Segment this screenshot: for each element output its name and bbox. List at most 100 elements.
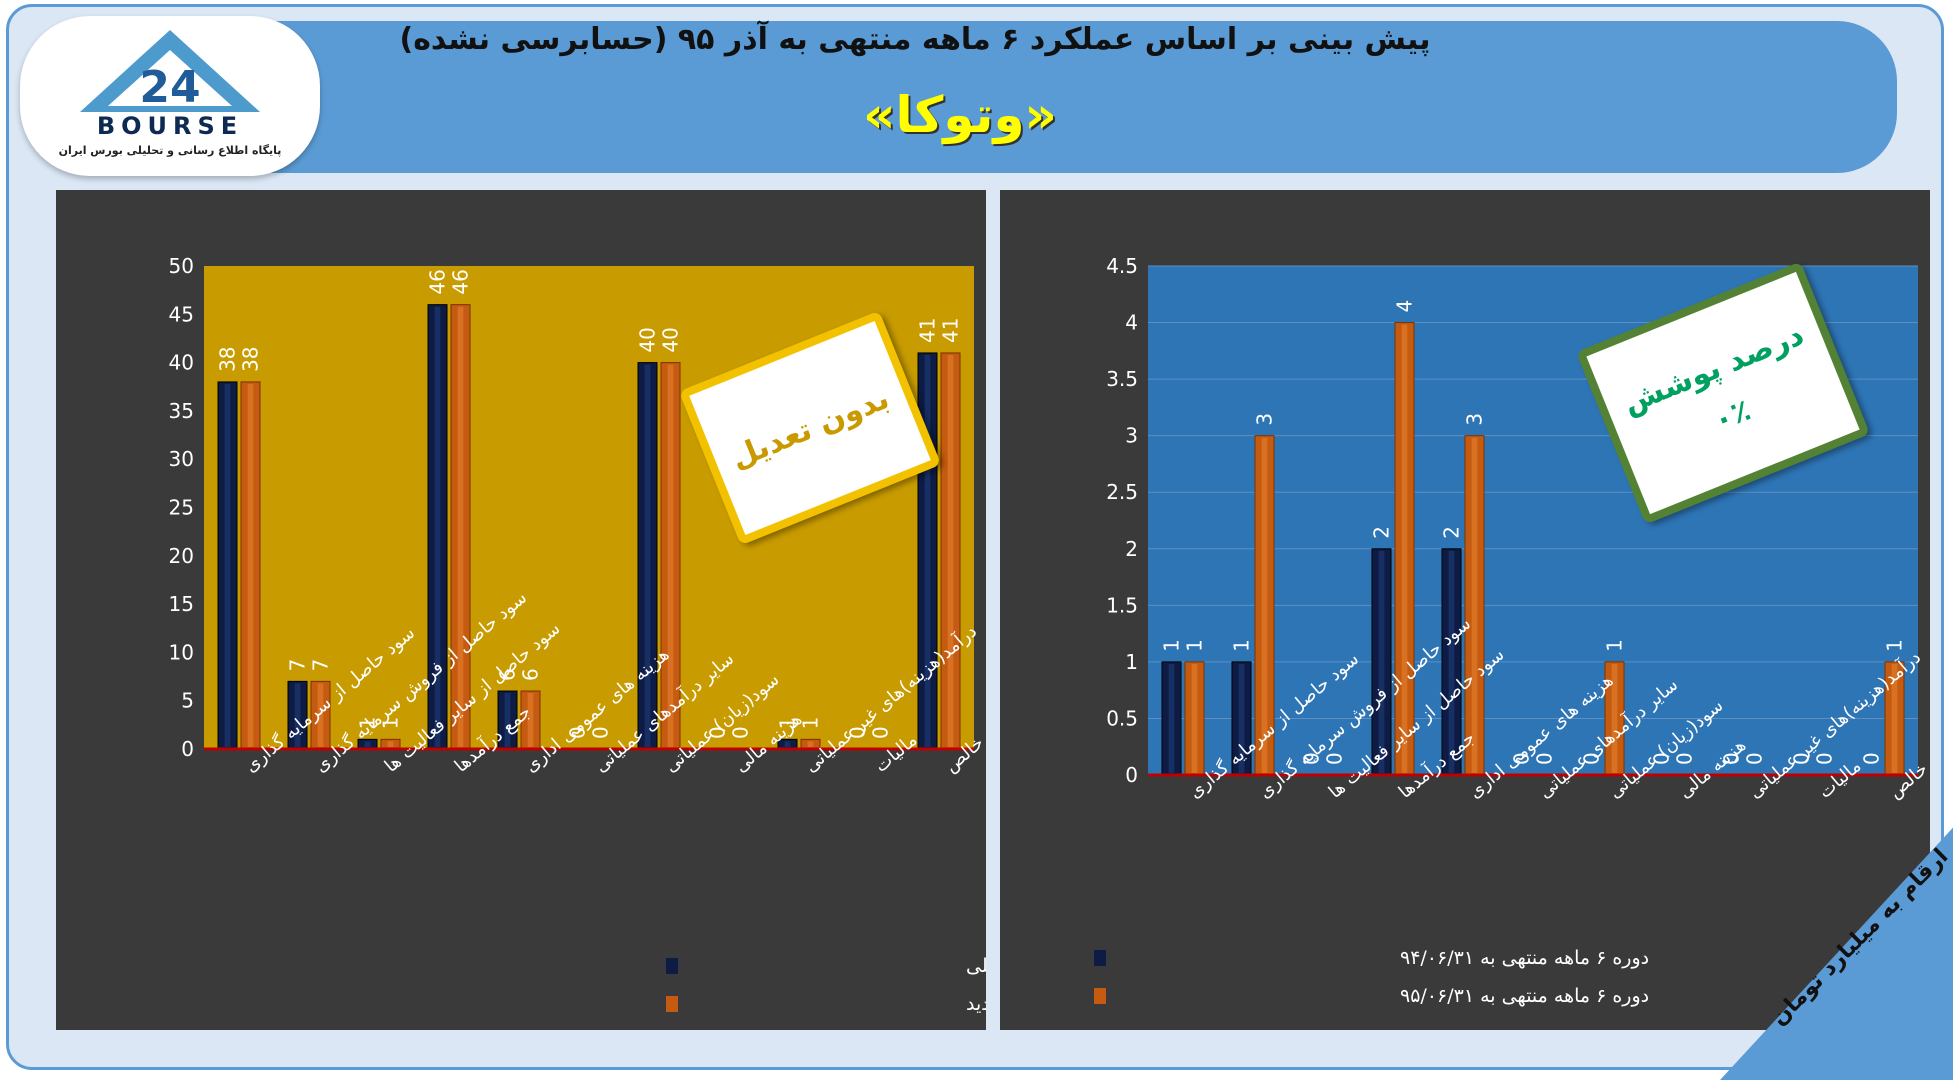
data-label: 0 bbox=[1580, 752, 1604, 765]
y-tick-label: 4 bbox=[1125, 311, 1138, 335]
data-label: 0 bbox=[1533, 752, 1557, 765]
bar-highlight bbox=[1261, 437, 1268, 773]
page-title: پیش بینی بر اساس عملکرد ۶ ماهه منتهی به … bbox=[399, 22, 1431, 57]
y-tick-label: 5 bbox=[181, 689, 194, 713]
data-label: 40 bbox=[636, 327, 660, 352]
data-label: 3 bbox=[1463, 413, 1487, 426]
header-banner bbox=[49, 21, 1897, 173]
y-tick-label: 15 bbox=[169, 592, 194, 616]
logo-mark-icon: 24 bbox=[80, 30, 260, 113]
bar-highlight bbox=[784, 741, 791, 747]
bar-highlight bbox=[947, 354, 954, 747]
bar-highlight bbox=[1238, 663, 1245, 773]
data-label: 0 bbox=[566, 726, 590, 739]
bar-highlight bbox=[1891, 663, 1898, 773]
data-label: 0 bbox=[1813, 752, 1837, 765]
bar-highlight bbox=[644, 364, 651, 747]
bar-highlight bbox=[434, 306, 441, 747]
bar-highlight bbox=[294, 683, 301, 747]
y-tick-label: 35 bbox=[169, 399, 194, 423]
y-tick-label: 25 bbox=[169, 496, 194, 520]
data-label: 46 bbox=[449, 269, 473, 294]
y-tick-label: 0.5 bbox=[1106, 706, 1138, 730]
data-label: 1 bbox=[379, 717, 403, 730]
y-tick-label: 10 bbox=[169, 640, 194, 664]
data-label: 0 bbox=[729, 726, 753, 739]
no-adjustment-label: بدون تعدیل bbox=[726, 380, 894, 476]
data-label: 0 bbox=[846, 726, 870, 739]
data-label: 7 bbox=[309, 659, 333, 672]
data-label: 38 bbox=[216, 346, 240, 371]
y-tick-label: 45 bbox=[169, 302, 194, 326]
data-label: 6 bbox=[519, 668, 543, 681]
y-tick-label: 30 bbox=[169, 447, 194, 471]
data-label: 0 bbox=[1860, 752, 1884, 765]
bar-highlight bbox=[1168, 663, 1175, 773]
logo-number: 24 bbox=[139, 62, 200, 113]
bar-highlight bbox=[527, 693, 534, 747]
data-label: 41 bbox=[939, 317, 963, 342]
data-label: 1 bbox=[1603, 639, 1627, 652]
y-tick-label: 3.5 bbox=[1106, 367, 1138, 391]
data-label: 1 bbox=[1183, 639, 1207, 652]
bar-highlight bbox=[1378, 550, 1385, 773]
bar-highlight bbox=[667, 364, 674, 747]
y-tick-label: 2 bbox=[1125, 537, 1138, 561]
data-label: 0 bbox=[1300, 752, 1324, 765]
data-label: 0 bbox=[1510, 752, 1534, 765]
logo-subtitle: پایگاه اطلاع رسانی و تحلیلی بورس ایران bbox=[58, 144, 282, 157]
bar-highlight bbox=[1401, 324, 1408, 773]
left-chart: 0510152025303540455038714660400104138714… bbox=[56, 190, 986, 1030]
bar-highlight bbox=[807, 741, 814, 747]
data-label: 2 bbox=[1370, 526, 1394, 539]
data-label: 7 bbox=[286, 659, 310, 672]
legend-label: دوره ۶ ماهه منتهی به ۹۵/۰۶/۳۱ bbox=[1400, 985, 1649, 1007]
bourse24-logo[interactable]: 24 BOURSE پایگاه اطلاع رسانی و تحلیلی بو… bbox=[20, 16, 320, 176]
data-label: 0 bbox=[1743, 752, 1767, 765]
data-label: 1 bbox=[1883, 639, 1907, 652]
legend-swatch bbox=[1094, 988, 1106, 1004]
data-label: 40 bbox=[659, 327, 683, 352]
y-tick-label: 50 bbox=[169, 254, 194, 278]
data-label: 0 bbox=[1720, 752, 1744, 765]
bar-highlight bbox=[1471, 437, 1478, 773]
legend-label: دوره ۶ ماهه منتهی به ۹۴/۰۶/۳۱ bbox=[1400, 947, 1649, 969]
data-label: 1 bbox=[1230, 639, 1254, 652]
data-label: 1 bbox=[776, 717, 800, 730]
y-tick-label: 3 bbox=[1125, 424, 1138, 448]
bar-highlight bbox=[1191, 663, 1198, 773]
y-tick-label: 2.5 bbox=[1106, 480, 1138, 504]
legend-swatch bbox=[1094, 950, 1106, 966]
bar-highlight bbox=[924, 354, 931, 747]
data-label: 0 bbox=[1673, 752, 1697, 765]
y-tick-label: 1.5 bbox=[1106, 593, 1138, 617]
data-label: 0 bbox=[1650, 752, 1674, 765]
data-label: 38 bbox=[239, 346, 263, 371]
bar-highlight bbox=[364, 741, 371, 747]
data-label: 6 bbox=[496, 668, 520, 681]
bar-highlight bbox=[317, 683, 324, 747]
legend-label: پیش بینی بر اساس گزارش قبلی bbox=[966, 954, 986, 977]
y-tick-label: 40 bbox=[169, 351, 194, 375]
bar-highlight bbox=[387, 741, 394, 747]
legend-swatch bbox=[666, 958, 678, 974]
data-label: 4 bbox=[1393, 300, 1417, 313]
data-label: 0 bbox=[1323, 752, 1347, 765]
data-label: 2 bbox=[1440, 526, 1464, 539]
data-label: 46 bbox=[426, 269, 450, 294]
bar-highlight bbox=[247, 383, 254, 747]
bar-highlight bbox=[457, 306, 464, 747]
data-label: 0 bbox=[1790, 752, 1814, 765]
company-name: «وتوکا» bbox=[863, 86, 1057, 144]
bar-highlight bbox=[504, 693, 511, 747]
y-tick-label: 4.5 bbox=[1106, 254, 1138, 278]
unit-corner bbox=[1720, 820, 1953, 1080]
bar-highlight bbox=[1448, 550, 1455, 773]
data-label: 3 bbox=[1253, 413, 1277, 426]
data-label: 41 bbox=[916, 317, 940, 342]
data-label: 1 bbox=[1160, 639, 1184, 652]
data-label: 1 bbox=[356, 717, 380, 730]
y-tick-label: 0 bbox=[1125, 763, 1138, 787]
legend-swatch bbox=[666, 996, 678, 1012]
